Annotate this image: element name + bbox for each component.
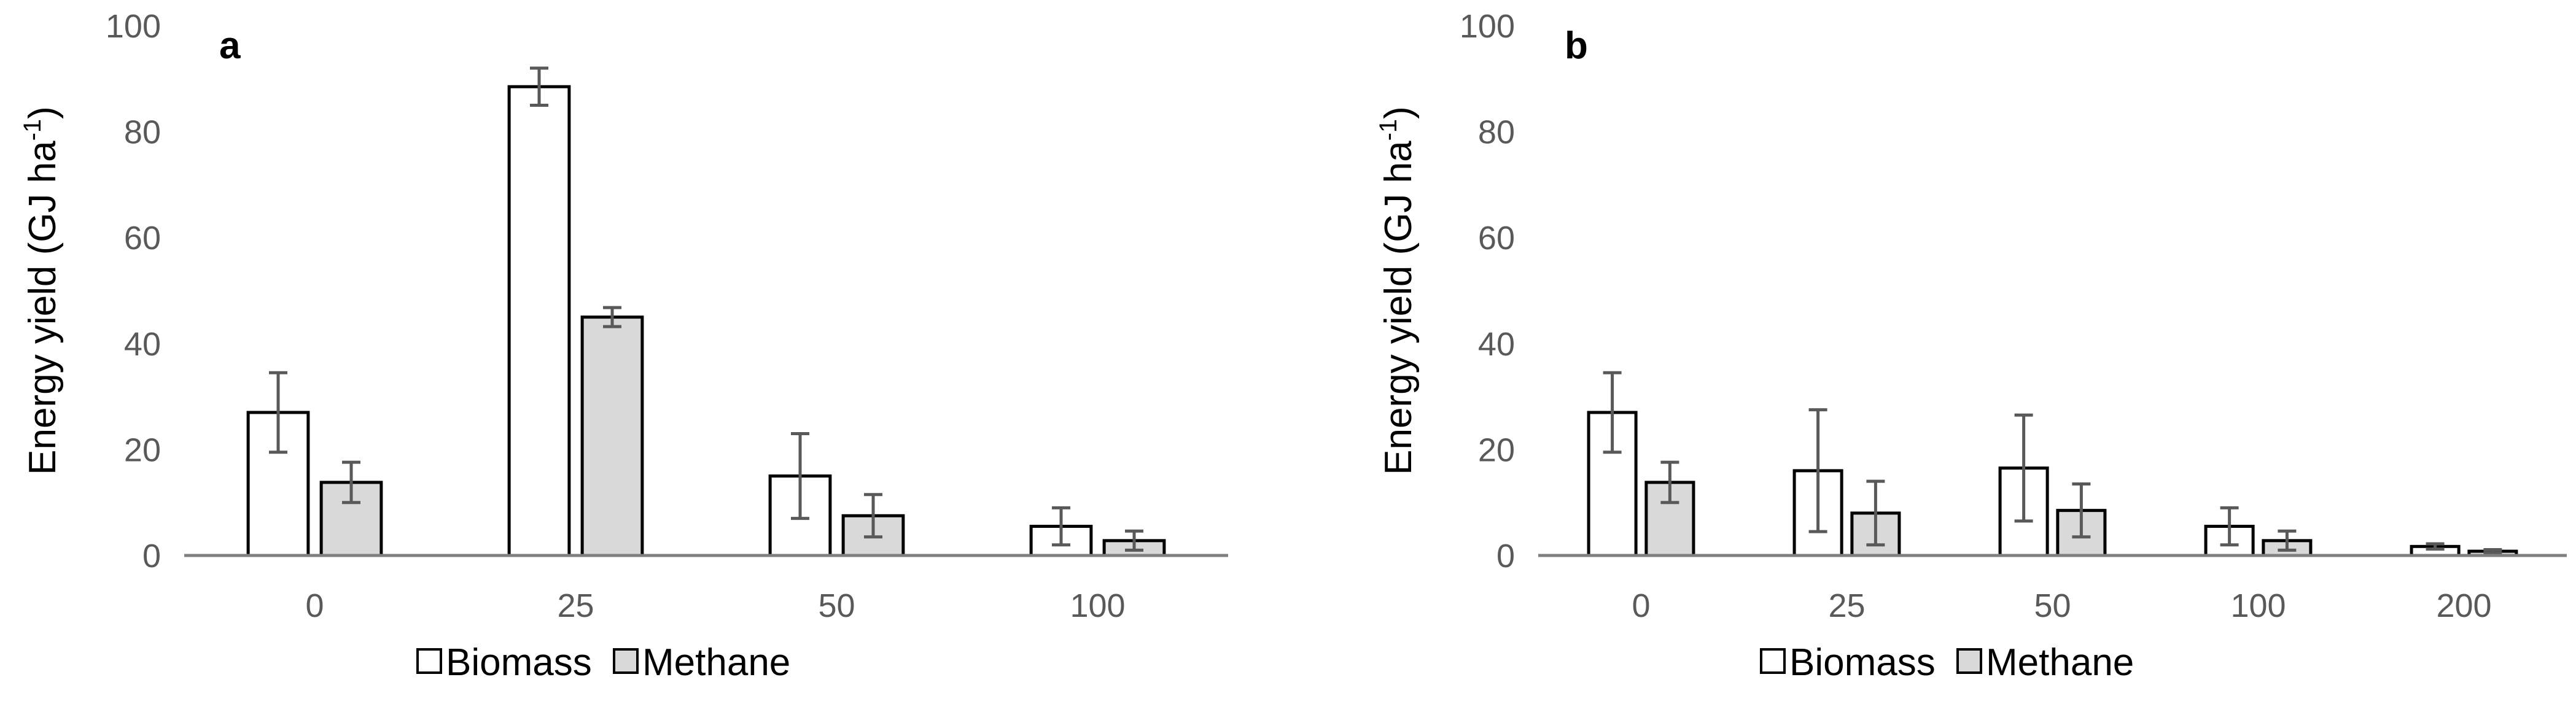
bar-methane (580, 315, 644, 557)
y-tick-label: 0 (142, 538, 161, 574)
y-tick-label: 80 (1478, 114, 1515, 151)
y-tick-label: 80 (124, 114, 161, 151)
legend-swatch-methane (1956, 648, 1982, 674)
legend-swatch-methane (613, 648, 639, 674)
error-bar (2426, 542, 2445, 551)
error-bar (864, 493, 882, 539)
x-tick-label: 100 (2230, 587, 2286, 624)
error-bar (2220, 506, 2239, 547)
legend-swatch-biomass (416, 648, 442, 674)
y-tick-label: 40 (124, 326, 161, 363)
x-tick-label: 100 (1070, 587, 1125, 624)
legend-swatch-biomass (1760, 648, 1786, 674)
y-axis-title-end: ) (1377, 106, 1420, 119)
x-tick-label: 50 (818, 587, 855, 624)
y-axis-title-end: ) (21, 106, 64, 119)
y-tick-label: 40 (1478, 326, 1515, 363)
error-bar (1125, 529, 1143, 552)
x-tick-label: 25 (1828, 587, 1865, 624)
chart-panel-b: 0 20 40 60 80 100 Energy yield (GJ ha-1) b 0 25 50… (1375, 8, 2567, 684)
y-tick-label: 20 (1478, 431, 1515, 468)
y-tick-label: 60 (1478, 220, 1515, 257)
error-bar (1866, 479, 1885, 547)
y-tick-label: 60 (124, 220, 161, 257)
bar-biomass (507, 85, 571, 557)
y-axis-title-text: Energy yield (GJ ha (1377, 141, 1420, 475)
error-bar (1603, 371, 1622, 454)
error-bar (2483, 548, 2502, 555)
legend: Biomass Methane (1760, 641, 2134, 684)
legend-label-methane: Methane (642, 641, 790, 684)
error-bar (269, 371, 287, 454)
error-bar (1808, 408, 1827, 533)
error-bar (1052, 506, 1070, 547)
x-tick-label: 50 (2034, 587, 2071, 624)
y-tick-label: 100 (106, 8, 161, 45)
x-tick-label: 0 (1632, 587, 1650, 624)
error-bar (2014, 413, 2033, 523)
error-bar (530, 66, 548, 107)
x-tick-label: 25 (557, 587, 594, 624)
error-bar (603, 306, 621, 328)
x-tick-label: 200 (2436, 587, 2491, 624)
error-bar (791, 432, 809, 520)
y-axis-title-sup: -1 (1375, 119, 1402, 141)
legend-label-biomass: Biomass (1789, 641, 1936, 684)
legend: Biomass Methane (416, 641, 790, 684)
error-bar (2072, 482, 2091, 539)
error-bar (2278, 529, 2297, 552)
legend-label-methane: Methane (1986, 641, 2134, 684)
y-tick-label: 20 (124, 431, 161, 468)
y-axis-title: Energy yield (GJ ha-1) (19, 106, 64, 475)
error-bar (1660, 460, 1679, 505)
y-tick-label: 0 (1496, 538, 1515, 574)
chart-panel-a: 0 20 40 60 80 100 Energy yield (GJ ha-1) a 0 25 50… (19, 8, 1228, 684)
y-axis-title-text: Energy yield (GJ ha (21, 141, 64, 475)
panel-letter: b (1565, 25, 1588, 67)
error-bar (342, 460, 360, 505)
x-tick-label: 0 (305, 587, 324, 624)
panel-letter: a (219, 25, 241, 67)
legend-label-biomass: Biomass (446, 641, 592, 684)
y-tick-label: 100 (1460, 8, 1515, 45)
y-axis-title: Energy yield (GJ ha-1) (1375, 106, 1420, 475)
y-axis-title-sup: -1 (19, 119, 46, 141)
